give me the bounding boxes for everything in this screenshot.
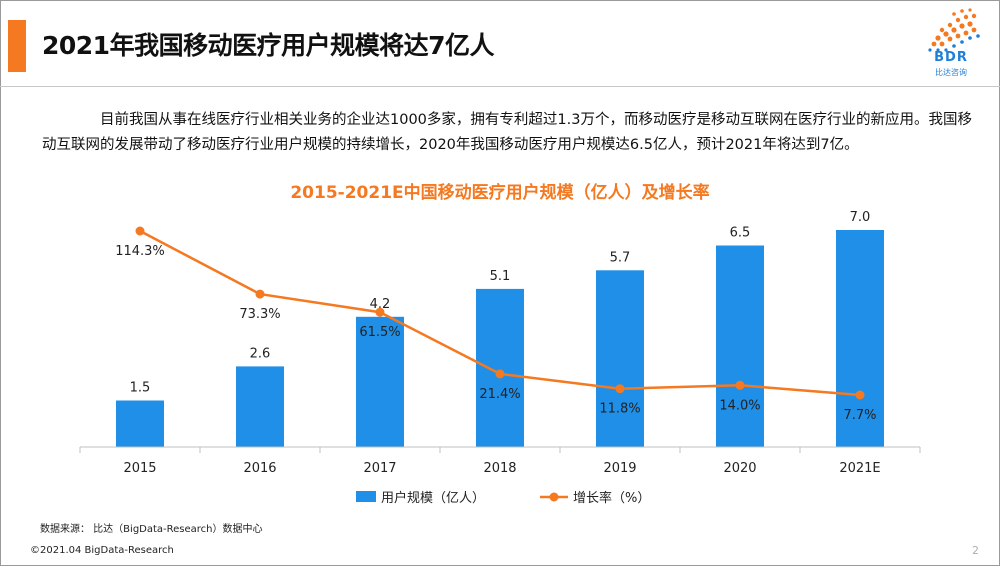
chart-title: 2015-2021E中国移动医疗用户规模（亿人）及增长率 (290, 183, 710, 203)
logo-subtext: 比达咨询 (935, 68, 967, 77)
bar-value-label: 2.6 (250, 346, 271, 361)
title-accent-bar (8, 20, 26, 72)
x-tick-label: 2016 (243, 461, 276, 476)
page-number: 2 (972, 544, 979, 557)
bar-value-label: 5.1 (490, 269, 511, 284)
bar-2021E (836, 230, 884, 447)
x-tick-label: 2017 (363, 461, 396, 476)
bar-2018 (476, 288, 524, 447)
bdr-logo: BDR 比达咨询 (916, 8, 986, 80)
intro-paragraph: 目前我国从事在线医疗行业相关业务的企业达1000多家，拥有专利超过1.3万个，而… (42, 112, 972, 153)
legend-line-label: 增长率（%） (573, 490, 650, 506)
growth-rate-point (735, 380, 745, 390)
x-tick-label: 2019 (603, 461, 636, 476)
growth-rate-point (495, 369, 505, 379)
bar-value-label: 5.7 (610, 250, 631, 265)
bar-2016 (236, 366, 284, 447)
bar-value-label: 7.0 (850, 210, 871, 225)
growth-rate-label: 11.8% (599, 402, 640, 417)
growth-rate-label: 14.0% (719, 398, 760, 413)
growth-rate-label: 7.7% (843, 408, 876, 423)
bar-value-label: 1.5 (130, 381, 151, 396)
bar-2020 (716, 245, 764, 447)
x-tick-label: 2018 (483, 461, 516, 476)
growth-rate-label: 61.5% (359, 325, 400, 340)
growth-rate-point (255, 289, 265, 299)
x-tick-label: 2020 (723, 461, 756, 476)
bdr-logo-icon (928, 8, 980, 52)
logo-text: BDR (934, 50, 968, 65)
bar-value-label: 6.5 (730, 226, 751, 241)
title-divider (0, 86, 1000, 87)
bar-value-label: 4.2 (370, 297, 391, 312)
growth-rate-point (615, 384, 625, 394)
copyright: ©2021.04 BigData-Research (30, 545, 174, 556)
bar-2015 (116, 400, 164, 447)
x-tick-label: 2021E (839, 461, 880, 476)
bar-2019 (596, 270, 644, 447)
growth-rate-point (375, 307, 385, 317)
legend-bar-swatch (356, 491, 376, 502)
legend-line-marker (549, 492, 559, 502)
growth-rate-point (855, 390, 865, 400)
x-tick-label: 2015 (123, 461, 156, 476)
growth-rate-label: 21.4% (479, 387, 520, 402)
legend-bar-label: 用户规模（亿人） (381, 490, 485, 506)
data-source: 数据来源： 比达（BigData-Research）数据中心 (40, 524, 263, 535)
growth-rate-point (135, 226, 145, 236)
growth-rate-label: 114.3% (115, 244, 165, 259)
page-title: 2021年我国移动医疗用户规模将达7亿人 (42, 31, 494, 60)
bar-2017 (356, 316, 404, 447)
growth-rate-label: 73.3% (239, 307, 280, 322)
